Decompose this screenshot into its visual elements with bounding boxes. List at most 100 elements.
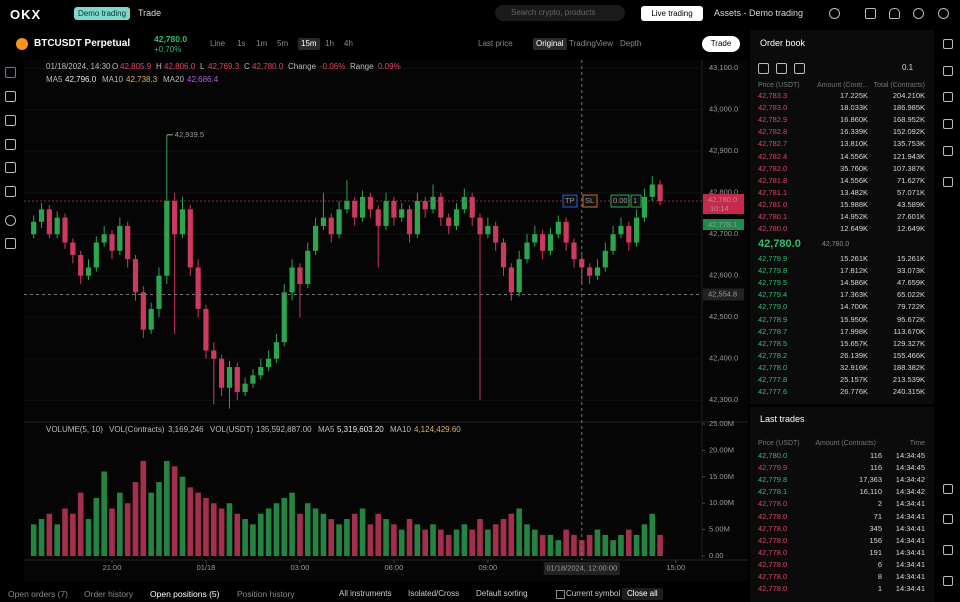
candle-body	[312, 225, 319, 251]
trade-amount: 191	[869, 547, 882, 557]
position-tag-box	[610, 194, 630, 208]
view-button[interactable]: Depth	[620, 39, 642, 48]
candle-body	[250, 375, 256, 384]
search-box[interactable]: Search crypto, products	[495, 5, 625, 21]
user-icon[interactable]	[829, 8, 840, 19]
price-step[interactable]: 0.1	[902, 63, 914, 72]
price-mode[interactable]: Last price	[478, 39, 513, 48]
trade-time: 14:34:45	[895, 451, 925, 460]
book-col-total: Total (Contracts)	[873, 82, 925, 89]
bell-icon[interactable]	[889, 8, 900, 19]
rail-icon[interactable]	[943, 146, 953, 156]
trade-price: 42,780.0	[758, 451, 788, 460]
interval-button[interactable]: 1h	[325, 39, 334, 48]
current-symbol-label[interactable]: Current symbol	[566, 589, 621, 598]
interval-button[interactable]: 1s	[237, 39, 246, 48]
volume-tick-label: 10.00M	[709, 498, 734, 507]
download-icon[interactable]	[865, 8, 876, 19]
volume-bar	[649, 513, 656, 556]
book-amount: 14.952K	[840, 212, 868, 221]
volume-bar	[375, 513, 382, 556]
book-total: 129.327K	[892, 338, 925, 348]
candle-body	[555, 221, 561, 235]
book-total: 213.539K	[892, 375, 925, 384]
order-book-title[interactable]: Order book	[760, 38, 806, 48]
trade-time: 14:34:45	[895, 463, 925, 473]
interval-button[interactable]: 15m	[298, 38, 320, 50]
candle-body	[156, 275, 162, 309]
bottom-tab[interactable]: Position history	[237, 589, 295, 599]
close-all-button[interactable]: Close all	[622, 588, 663, 600]
trade-button[interactable]: Trade	[702, 36, 740, 52]
volume-bar	[93, 497, 100, 556]
bottom-tab[interactable]: Open orders (7)	[8, 589, 68, 599]
y-tick-label: 42,900.0	[709, 146, 738, 155]
volume-bar	[124, 503, 131, 556]
rail-icon[interactable]	[943, 514, 953, 524]
assets-menu[interactable]: Assets - Demo trading	[714, 8, 804, 18]
interval-button[interactable]: 4h	[344, 39, 353, 48]
rail-icon[interactable]	[943, 66, 953, 76]
fib-tool[interactable]	[5, 115, 16, 126]
filter-dropdown[interactable]: All instruments	[339, 589, 392, 598]
interval-button[interactable]: Line	[210, 39, 226, 48]
bids-layout-icon[interactable]	[776, 63, 787, 74]
crosshair-tool[interactable]	[5, 67, 16, 78]
rail-icon[interactable]	[943, 92, 953, 102]
book-total: 240.315K	[892, 387, 925, 397]
line-tool[interactable]	[5, 91, 16, 102]
book-amount: 15.657K	[840, 338, 868, 348]
trade-amount: 1	[877, 584, 882, 594]
brush-tool[interactable]	[5, 139, 16, 150]
view-button[interactable]: TradingView	[569, 39, 614, 48]
nav-trade[interactable]: Trade	[138, 8, 162, 18]
view-button[interactable]: Original	[533, 38, 567, 50]
volume-bar	[438, 529, 444, 556]
symbol[interactable]: BTCUSDT Perpetual	[34, 38, 131, 49]
bottom-tab[interactable]: Order history	[84, 589, 134, 599]
volume-bar	[586, 534, 593, 556]
measure-tool[interactable]	[5, 186, 16, 197]
candle-body	[610, 234, 616, 251]
rail-icon[interactable]	[943, 576, 953, 586]
legend-field-value: 42,806.0	[164, 62, 196, 71]
help-icon[interactable]	[913, 8, 924, 19]
book-price: 42,779.8	[758, 266, 788, 276]
pattern-tool[interactable]	[5, 162, 16, 173]
candle-body	[453, 209, 460, 226]
book-price: 42,780.1	[758, 212, 788, 221]
volume-bar	[594, 529, 601, 556]
interval-button[interactable]: 1m	[256, 39, 268, 48]
bottom-tab[interactable]: Open positions (5)	[150, 589, 220, 599]
rail-icon[interactable]	[943, 484, 953, 494]
candle-body	[289, 267, 295, 293]
interval-button[interactable]: 5m	[277, 39, 289, 48]
book-amount: 14.700K	[840, 302, 868, 312]
globe-icon[interactable]	[938, 8, 949, 19]
volume-legend-value: 4,124,429.60	[414, 425, 461, 434]
rail-icon[interactable]	[943, 39, 953, 49]
filter-dropdown[interactable]: Default sorting	[476, 589, 528, 598]
filter-dropdown[interactable]: Isolated/Cross	[408, 589, 460, 598]
delete-tool[interactable]	[5, 238, 16, 249]
current-symbol-checkbox[interactable]	[556, 590, 565, 599]
rail-icon[interactable]	[943, 545, 953, 555]
last-trades-panel	[750, 407, 934, 602]
volume-bar	[453, 529, 460, 556]
candle-body	[406, 209, 413, 235]
volume-bar	[414, 524, 421, 556]
candle-body	[461, 196, 467, 210]
book-price: 42,778.2	[758, 350, 788, 360]
rail-icon[interactable]	[943, 119, 953, 129]
book-amount: 25.157K	[840, 375, 868, 384]
trade-time: 14:34:41	[895, 572, 925, 581]
visibility-tool[interactable]	[5, 215, 16, 226]
logo[interactable]: OKX	[10, 7, 42, 22]
rail-icon[interactable]	[943, 177, 953, 187]
last-trades-title[interactable]: Last trades	[760, 414, 805, 424]
live-trading-button[interactable]: Live trading	[641, 6, 703, 21]
book-total: 121.943K	[892, 151, 925, 161]
book-layout-icon[interactable]	[758, 63, 769, 74]
trade-amount: 8	[877, 572, 882, 581]
asks-layout-icon[interactable]	[794, 63, 805, 74]
